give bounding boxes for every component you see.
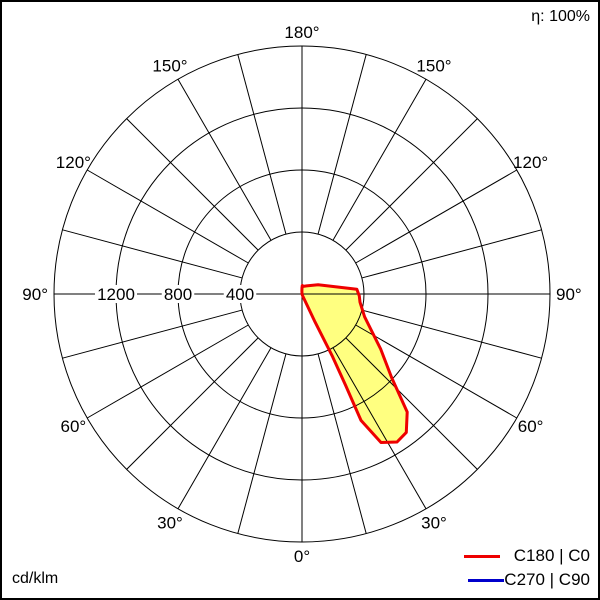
angle-label: 90°	[556, 285, 582, 304]
grid-spoke-300	[86, 324, 249, 419]
grid-spoke-195	[237, 54, 287, 235]
legend-label: C270 | C90	[504, 570, 590, 589]
series-line-0	[300, 283, 409, 444]
grid-spoke-345	[237, 353, 287, 534]
angle-label: 120°	[513, 153, 548, 172]
angle-label: 0°	[294, 547, 310, 566]
legend-swatch-blue	[468, 578, 505, 582]
grid-spoke-255	[62, 229, 243, 279]
grid-spoke-285	[62, 309, 243, 359]
angle-label: 150°	[416, 56, 451, 75]
grid-spoke-15	[317, 353, 367, 534]
grid-spoke-135	[345, 118, 478, 251]
angle-label: 60°	[61, 417, 87, 436]
grid-spoke-210	[177, 78, 272, 241]
label-bg	[554, 284, 590, 304]
grid-spoke-240	[86, 169, 249, 264]
radial-tick-label: 800	[164, 285, 192, 304]
grid-spoke-75	[361, 309, 542, 359]
grid-spoke-165	[317, 54, 367, 235]
label-bg	[14, 284, 50, 304]
unit-label: cd/klm	[12, 570, 59, 587]
label-bg	[95, 285, 137, 303]
grid-spoke-30	[332, 347, 427, 510]
legend-label: C180 | C0	[513, 546, 590, 565]
grid-spoke-45	[345, 337, 478, 470]
label-bg	[223, 285, 257, 303]
grid-spoke-105	[361, 229, 542, 279]
angle-label: 90°	[22, 285, 48, 304]
legend-swatch-red	[463, 554, 500, 558]
angle-label: 30°	[421, 514, 447, 533]
label-bg	[161, 285, 195, 303]
angle-label: 150°	[152, 56, 187, 75]
legend-item-c270-c90: C270 | C90	[468, 570, 590, 590]
angle-label: 60°	[518, 417, 544, 436]
angle-label: 180°	[284, 23, 319, 42]
grid-spoke-315	[126, 337, 259, 470]
radial-tick-label: 400	[226, 285, 254, 304]
angle-label: 120°	[56, 153, 91, 172]
efficiency-label: η: 100%	[531, 8, 590, 25]
grid-spoke-120	[355, 169, 518, 264]
series-fill-0	[301, 284, 408, 443]
radial-tick-label: 1200	[97, 285, 135, 304]
grid-spoke-150	[332, 78, 427, 241]
grid-spoke-225	[126, 118, 259, 251]
grid-spoke-60	[355, 324, 518, 419]
grid-spoke-330	[177, 347, 272, 510]
angle-label: 30°	[157, 514, 183, 533]
legend-item-c180-c0: C180 | C0	[463, 546, 590, 566]
